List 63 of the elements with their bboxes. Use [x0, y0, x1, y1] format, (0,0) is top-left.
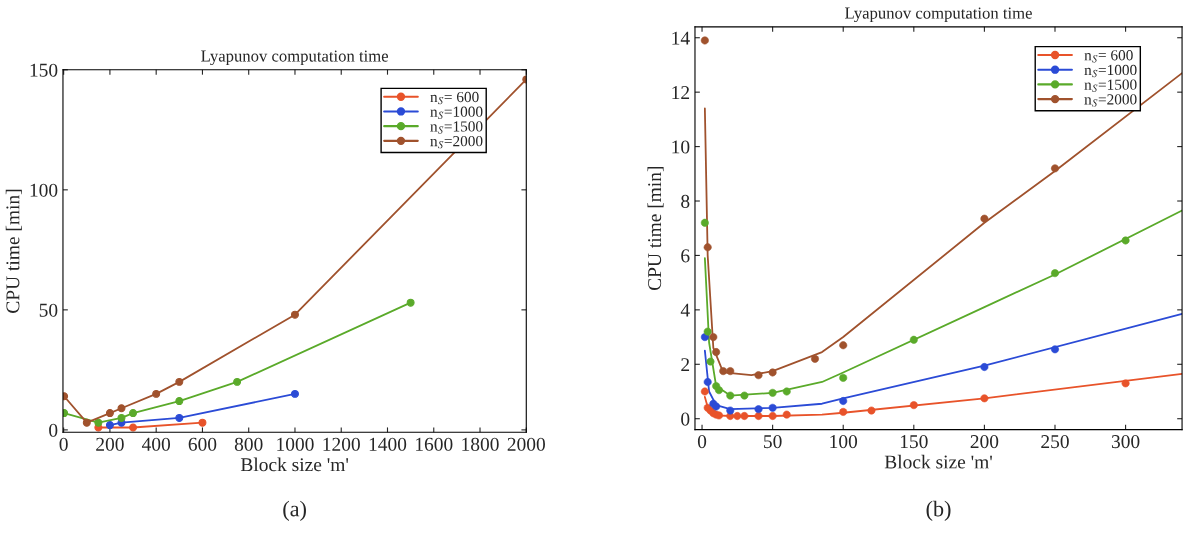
chart-title: Lyapunov computation time: [201, 50, 389, 66]
point: [175, 377, 184, 386]
legend-label: n$_{S}$=1000: [430, 106, 483, 119]
x-tick-label: 2000: [507, 437, 545, 451]
x-tick-label: 800: [234, 437, 263, 451]
x-tick-label: 0: [697, 435, 707, 449]
y-tick-label: 0: [681, 412, 690, 426]
point: [175, 413, 184, 422]
x-tick-label: 150: [900, 435, 928, 449]
point: [117, 404, 126, 413]
y-tick-label: 50: [39, 303, 58, 317]
point: [290, 389, 299, 398]
text: (b): [926, 500, 951, 521]
point: [129, 423, 138, 432]
point: [233, 377, 242, 386]
legend-label: n$_{S}$= 600: [1084, 50, 1133, 63]
legend-label: n$_{S}$=2000: [1084, 94, 1137, 107]
point: [129, 409, 138, 418]
y-tick-label: 8: [681, 194, 690, 208]
x-tick-label: 200: [970, 435, 999, 449]
x-tick-label: 1800: [462, 437, 499, 451]
x-tick-label: 100: [830, 435, 858, 449]
legend-label: n$_{S}$=1500: [1084, 79, 1137, 92]
y-tick-label: 14: [672, 31, 690, 45]
y-tick-label: 4: [680, 303, 690, 317]
x-axis-title: Block size 'm': [240, 457, 349, 472]
x-tick-label: 1400: [369, 437, 407, 451]
x-tick-label: 50: [764, 435, 782, 449]
point: [290, 310, 299, 319]
legend-label: n$_{S}$= 600: [430, 91, 479, 105]
text: (a): [283, 500, 306, 521]
y-tick-label: 6: [681, 249, 690, 263]
y-tick-label: 12: [672, 86, 690, 99]
y-tick-label: 2: [681, 358, 690, 372]
x-tick-label: 1600: [416, 437, 453, 451]
y-tick-label: 10: [672, 140, 690, 154]
y-tick-label: 100: [30, 183, 58, 197]
x-tick-label: 200: [96, 437, 124, 451]
x-tick-label: 400: [141, 437, 171, 451]
y-tick-label: 0: [49, 423, 58, 437]
legend-label: n$_{S}$=2000: [430, 135, 483, 149]
y-axis-title: CPU time [min]: [5, 189, 22, 313]
x-tick-label: 600: [188, 437, 217, 451]
point: [198, 418, 207, 427]
x-tick-label: 1000: [277, 437, 314, 451]
point: [82, 418, 91, 427]
point: [175, 397, 184, 406]
x-axis-title: Block size 'm': [884, 454, 992, 469]
legend-label: n$_{S}$=1000: [1084, 64, 1137, 78]
point: [406, 298, 415, 307]
point: [94, 418, 103, 427]
x-tick-label: 1200: [323, 437, 360, 451]
point: [105, 421, 114, 430]
point: [117, 413, 126, 422]
x-tick-label: 300: [1111, 435, 1140, 449]
x-tick-label: 0: [59, 437, 68, 451]
y-tick-label: 150: [30, 63, 58, 77]
point: [152, 389, 161, 398]
x-tick-label: 250: [1041, 435, 1069, 449]
legend-label: n$_{S}$=1500: [430, 121, 483, 134]
chart-title: Lyapunov computation time: [845, 7, 1032, 23]
y-axis-title: CPU time [min]: [647, 167, 664, 291]
point: [105, 409, 114, 418]
